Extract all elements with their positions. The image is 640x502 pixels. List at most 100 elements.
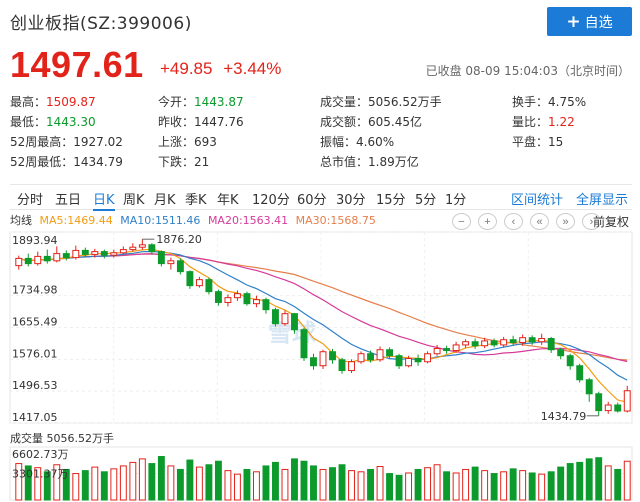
ma-legend: 均线 MA5:1469.44 MA10:1511.46 MA20:1563.41…	[10, 212, 380, 228]
volume-bar	[81, 470, 89, 501]
tab-2[interactable]: 日K	[93, 189, 115, 211]
stat-item: 成交额：605.45亿	[320, 112, 422, 132]
candle-body	[148, 244, 156, 253]
tab-4[interactable]: 月K	[154, 193, 176, 208]
volume-bar	[205, 464, 213, 501]
tab-5[interactable]: 季K	[185, 193, 207, 208]
adjust-toggle[interactable]: 前复权	[593, 215, 630, 229]
tab-7[interactable]: 120分	[252, 193, 290, 208]
prev-icon[interactable]: ‹	[504, 213, 523, 230]
stat-label: 52周最高：	[10, 135, 74, 149]
candle-body	[367, 353, 374, 361]
low-annotation: 1434.79	[541, 410, 587, 423]
volume-bar	[376, 466, 384, 501]
tab-6[interactable]: 年K	[217, 193, 239, 208]
interval-stats-link[interactable]: 区间统计	[511, 193, 564, 208]
volume-bar	[148, 463, 156, 501]
stat-item: 平盘：15	[512, 132, 563, 152]
volume-bar	[585, 458, 593, 501]
stat-item: 上涨：693	[158, 132, 217, 152]
candle-body	[91, 251, 99, 255]
volume-bar	[576, 461, 584, 501]
volume-bar	[138, 458, 146, 501]
volume-bar	[43, 471, 51, 501]
legend-prefix: 均线	[10, 214, 32, 227]
candle-body	[519, 337, 527, 344]
tab-12[interactable]: 1分	[445, 193, 467, 208]
volume-bar	[34, 467, 42, 501]
change-percent: +3.44%	[223, 59, 282, 78]
market-status: 已收盘 08-09 15:04:03（北京时间）	[425, 64, 630, 78]
volume-bar	[329, 467, 336, 501]
candle-body	[557, 349, 565, 357]
candle-body	[281, 313, 289, 325]
volume-bar	[604, 465, 612, 501]
volume-bar	[424, 467, 432, 501]
tab-1[interactable]: 五日	[55, 193, 82, 208]
volume-bar	[119, 465, 127, 501]
volume-bar	[157, 456, 165, 501]
tab-3[interactable]: 周K	[123, 193, 145, 208]
volume-bar	[471, 466, 479, 501]
next-icon[interactable]: ›	[582, 213, 601, 230]
volume-bar	[433, 464, 441, 501]
volume-bar	[91, 466, 99, 501]
chart-controls: − + ‹ « » ›	[452, 213, 608, 230]
candle-body	[300, 329, 308, 359]
candle-body	[43, 255, 51, 262]
volume-bar	[224, 470, 232, 501]
candle-body	[462, 341, 470, 346]
plus-icon: +	[566, 11, 581, 32]
candle-body	[310, 357, 317, 367]
volume-bar	[15, 463, 23, 501]
volume-bar	[386, 473, 394, 501]
candle-body	[566, 355, 574, 367]
ma5-line	[18, 248, 628, 403]
add-watchlist-button[interactable]: + 自选	[547, 7, 632, 36]
candle-body	[481, 340, 489, 347]
candle-body	[443, 348, 451, 352]
stat-value: 21	[194, 155, 210, 169]
stat-label: 最低：	[10, 115, 47, 129]
stat-value: 5056.52万手	[368, 95, 442, 109]
candle-body	[424, 353, 432, 363]
volume-bar	[623, 460, 631, 501]
volume-bar	[452, 472, 460, 501]
stat-value: 15	[548, 135, 564, 149]
candle-body	[614, 404, 622, 412]
y-tick-label: 1496.53	[12, 379, 58, 392]
volume-bar	[195, 466, 203, 501]
tab-10[interactable]: 15分	[376, 193, 406, 208]
stat-label: 昨收：	[158, 115, 195, 129]
candle-body	[395, 355, 403, 367]
legend-ma30: MA30:1568.75	[295, 214, 376, 227]
fullscreen-link[interactable]: 全屏显示	[576, 193, 629, 208]
volume-bar	[310, 465, 317, 501]
stat-value: 1.89万亿	[368, 155, 419, 169]
stat-label: 成交额：	[320, 115, 369, 129]
stat-label: 下跌：	[158, 155, 195, 169]
minus-icon[interactable]: −	[452, 213, 471, 230]
candle-body	[157, 251, 165, 265]
stat-label: 量比：	[512, 115, 549, 129]
tab-9[interactable]: 30分	[336, 193, 366, 208]
stat-value: 1.22	[548, 115, 575, 129]
candle-body	[490, 340, 498, 346]
prev-fast-icon[interactable]: «	[530, 213, 549, 230]
candle-body	[110, 252, 118, 256]
tab-8[interactable]: 60分	[297, 193, 327, 208]
tab-0[interactable]: 分时	[17, 193, 44, 208]
candle-body	[138, 244, 146, 248]
next-fast-icon[interactable]: »	[556, 213, 575, 230]
volume-bar	[53, 464, 61, 501]
volume-bar	[100, 471, 108, 501]
plus-icon[interactable]: +	[478, 213, 497, 230]
volume-bar	[357, 471, 365, 501]
stock-title: 创业板指(SZ:399006)	[10, 14, 192, 34]
tab-11[interactable]: 5分	[415, 193, 437, 208]
stat-item: 今开：1443.87	[158, 92, 244, 112]
volume-bar	[490, 473, 498, 501]
stat-label: 最高：	[10, 95, 47, 109]
y-tick-label: 1417.05	[12, 411, 58, 424]
